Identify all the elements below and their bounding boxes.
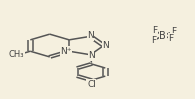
Text: F: F (171, 27, 176, 36)
Text: F: F (151, 36, 157, 45)
Text: B: B (160, 31, 166, 41)
Text: F: F (168, 34, 174, 43)
Text: Cl: Cl (87, 80, 96, 89)
Text: N: N (87, 31, 94, 40)
Text: N: N (102, 41, 109, 50)
Text: N: N (88, 51, 95, 60)
Text: F: F (152, 26, 157, 35)
Text: CH₃: CH₃ (9, 50, 24, 59)
Text: N⁺: N⁺ (60, 47, 72, 56)
